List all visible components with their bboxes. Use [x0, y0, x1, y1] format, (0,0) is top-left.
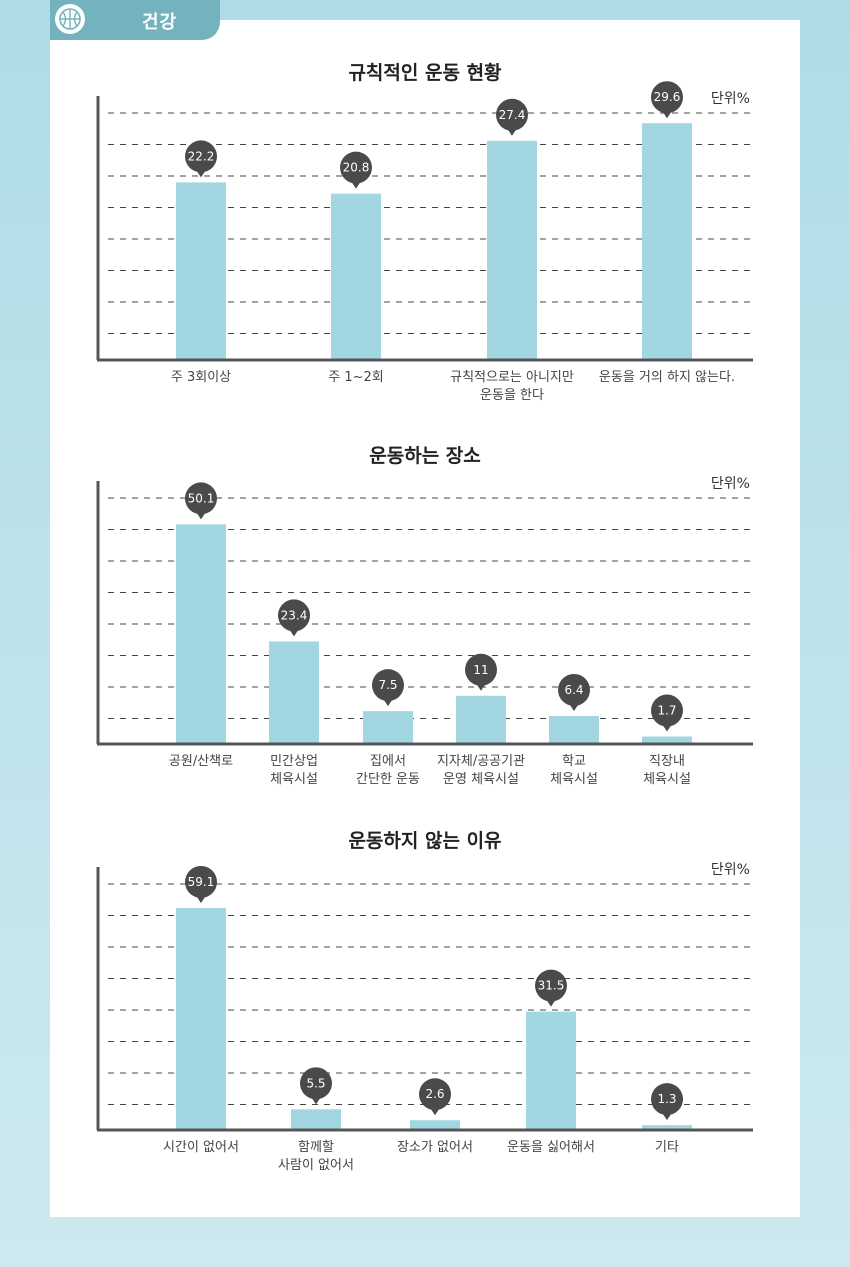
x-tick-label: 장소가 없어서	[397, 1140, 473, 1155]
x-tick-label: 주 3회이상	[170, 370, 232, 385]
data-label: 7.5	[378, 678, 397, 692]
data-label: 50.1	[188, 491, 215, 505]
x-tick-label: 운동을 싫어해서	[507, 1140, 595, 1155]
x-tick-label: 직장내 체육시설	[643, 754, 691, 787]
value-bubble	[651, 81, 683, 114]
value-bubble	[465, 653, 497, 686]
bar	[642, 1125, 692, 1130]
bar	[456, 695, 506, 744]
chart-title: 운동하지 않는 이유	[348, 830, 502, 852]
bar-chart: 22.2 20.8 27.4 29.6	[96, 81, 753, 362]
bar-chart: 59.1 5.5 2.6 31.5 1.3	[96, 865, 753, 1132]
chart-title: 운동하는 장소	[369, 445, 481, 467]
basketball-icon	[55, 4, 85, 34]
value-bubble	[651, 694, 683, 727]
bar	[549, 715, 599, 744]
value-bubble	[185, 140, 217, 173]
bar	[526, 1011, 576, 1130]
unit-label: 단위%	[710, 91, 750, 107]
bar	[269, 641, 319, 744]
x-tick-label: 학교 체육시설	[550, 754, 598, 787]
value-bubble	[278, 599, 310, 632]
x-tick-label: 시간이 없어서	[163, 1140, 239, 1155]
data-label: 31.5	[538, 979, 565, 993]
bar	[642, 736, 692, 744]
data-label: 20.8	[343, 161, 370, 175]
value-bubble	[300, 1067, 332, 1100]
data-label: 2.6	[425, 1087, 444, 1101]
unit-label: 단위%	[710, 476, 750, 492]
x-tick-label: 주 1~2회	[328, 370, 384, 385]
bar	[410, 1120, 460, 1130]
bar	[176, 524, 226, 744]
x-tick-label: 함께할 사람이 없어서	[278, 1140, 354, 1173]
value-bubble	[372, 669, 404, 702]
x-tick-label: 운동을 거의 하지 않는다.	[598, 370, 736, 385]
data-label: 11	[473, 663, 488, 677]
x-tick-label: 규칙적으로는 아니지만 운동을 한다	[450, 370, 574, 403]
unit-label: 단위%	[710, 862, 750, 878]
data-label: 27.4	[499, 108, 526, 122]
bar	[331, 193, 381, 360]
data-label: 23.4	[281, 608, 308, 622]
section-badge-label: 건강	[142, 12, 178, 33]
value-bubble	[535, 969, 567, 1002]
value-bubble	[419, 1078, 451, 1111]
data-label: 22.2	[188, 149, 215, 163]
bar	[487, 140, 537, 360]
value-bubble	[651, 1083, 683, 1116]
bar-chart: 50.1 23.4 7.5 11 6.4 1.7	[96, 481, 753, 746]
data-label: 59.1	[188, 875, 215, 889]
x-tick-label: 집에서 간단한 운동	[356, 754, 420, 787]
section-badge: 건강	[50, 0, 220, 40]
data-label: 1.3	[657, 1092, 676, 1106]
value-bubble	[185, 865, 217, 898]
data-label: 6.4	[564, 683, 583, 697]
data-label: 29.6	[654, 90, 681, 104]
bar	[291, 1109, 341, 1130]
value-bubble	[558, 673, 590, 706]
x-tick-label: 민간상업 체육시설	[270, 754, 318, 787]
x-tick-label: 지자체/공공기관 운영 체육시설	[436, 754, 526, 787]
x-tick-label: 공원/산책로	[168, 754, 234, 769]
bar	[176, 907, 226, 1130]
x-tick-label: 기타	[655, 1140, 679, 1155]
bar	[176, 182, 226, 360]
value-bubble	[185, 482, 217, 515]
bar	[642, 123, 692, 360]
value-bubble	[340, 151, 372, 184]
data-label: 5.5	[306, 1076, 325, 1090]
chart-title: 규칙적인 운동 현황	[348, 62, 502, 84]
data-label: 1.7	[657, 704, 676, 718]
value-bubble	[496, 98, 528, 131]
bar	[363, 711, 413, 744]
